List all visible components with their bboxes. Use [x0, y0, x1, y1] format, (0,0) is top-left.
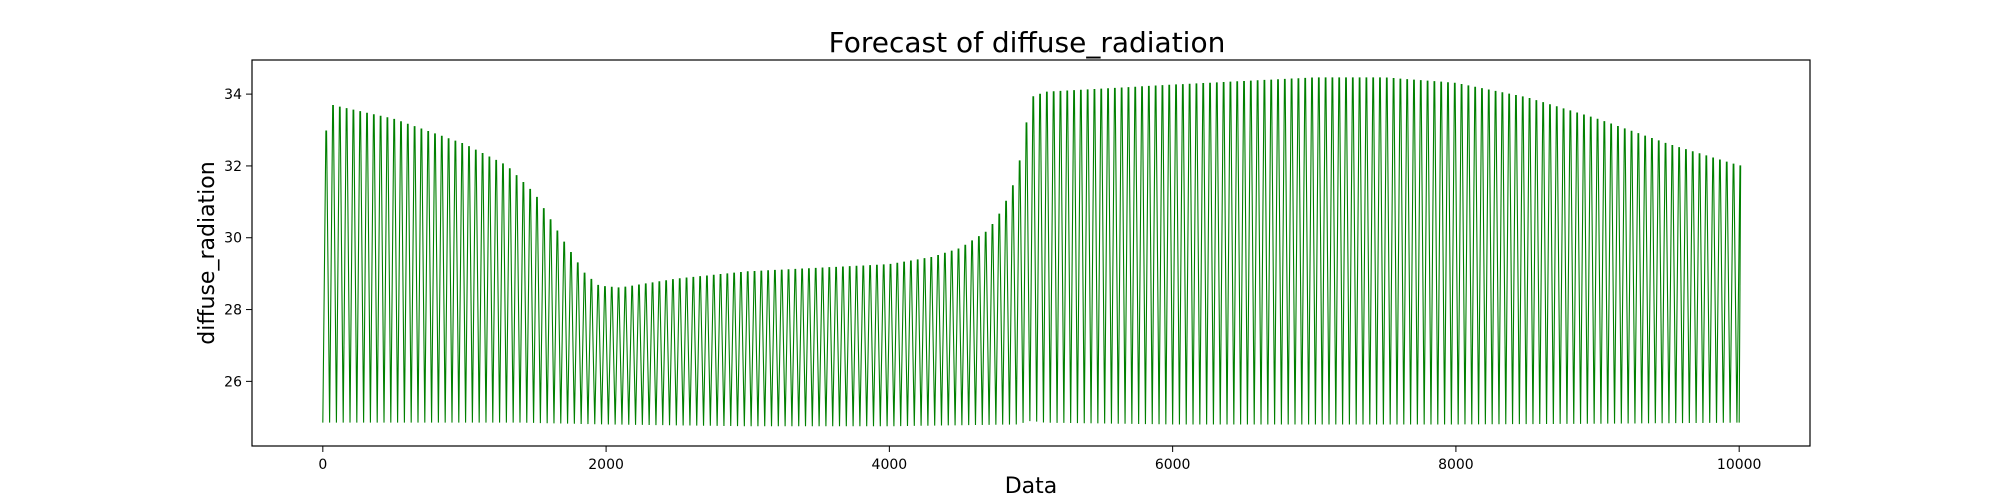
x-tick-label: 4000 — [872, 457, 908, 473]
chart-title: Forecast of diffuse_radiation — [829, 26, 1226, 59]
y-tick-label: 32 — [224, 159, 242, 175]
y-tick-label: 30 — [224, 231, 242, 247]
x-tick-label: 2000 — [588, 457, 624, 473]
series-line — [322, 77, 1742, 427]
x-tick-label: 0 — [318, 457, 327, 473]
x-axis-label: Data — [1005, 474, 1058, 499]
plot-area — [322, 77, 1742, 427]
y-tick-label: 28 — [224, 303, 242, 319]
plot-frame — [251, 59, 1811, 447]
x-tick-label: 6000 — [1155, 457, 1191, 473]
x-tick-label: 10000 — [1717, 457, 1762, 473]
y-axis-label: diffuse_radiation — [195, 161, 220, 344]
y-tick-label: 34 — [224, 87, 242, 103]
x-tick-label: 8000 — [1438, 457, 1474, 473]
x-axis: 0 2000 4000 6000 8000 10000 — [318, 446, 1761, 473]
y-tick-label: 26 — [224, 374, 242, 390]
y-axis: 26 28 30 32 34 — [224, 87, 252, 390]
